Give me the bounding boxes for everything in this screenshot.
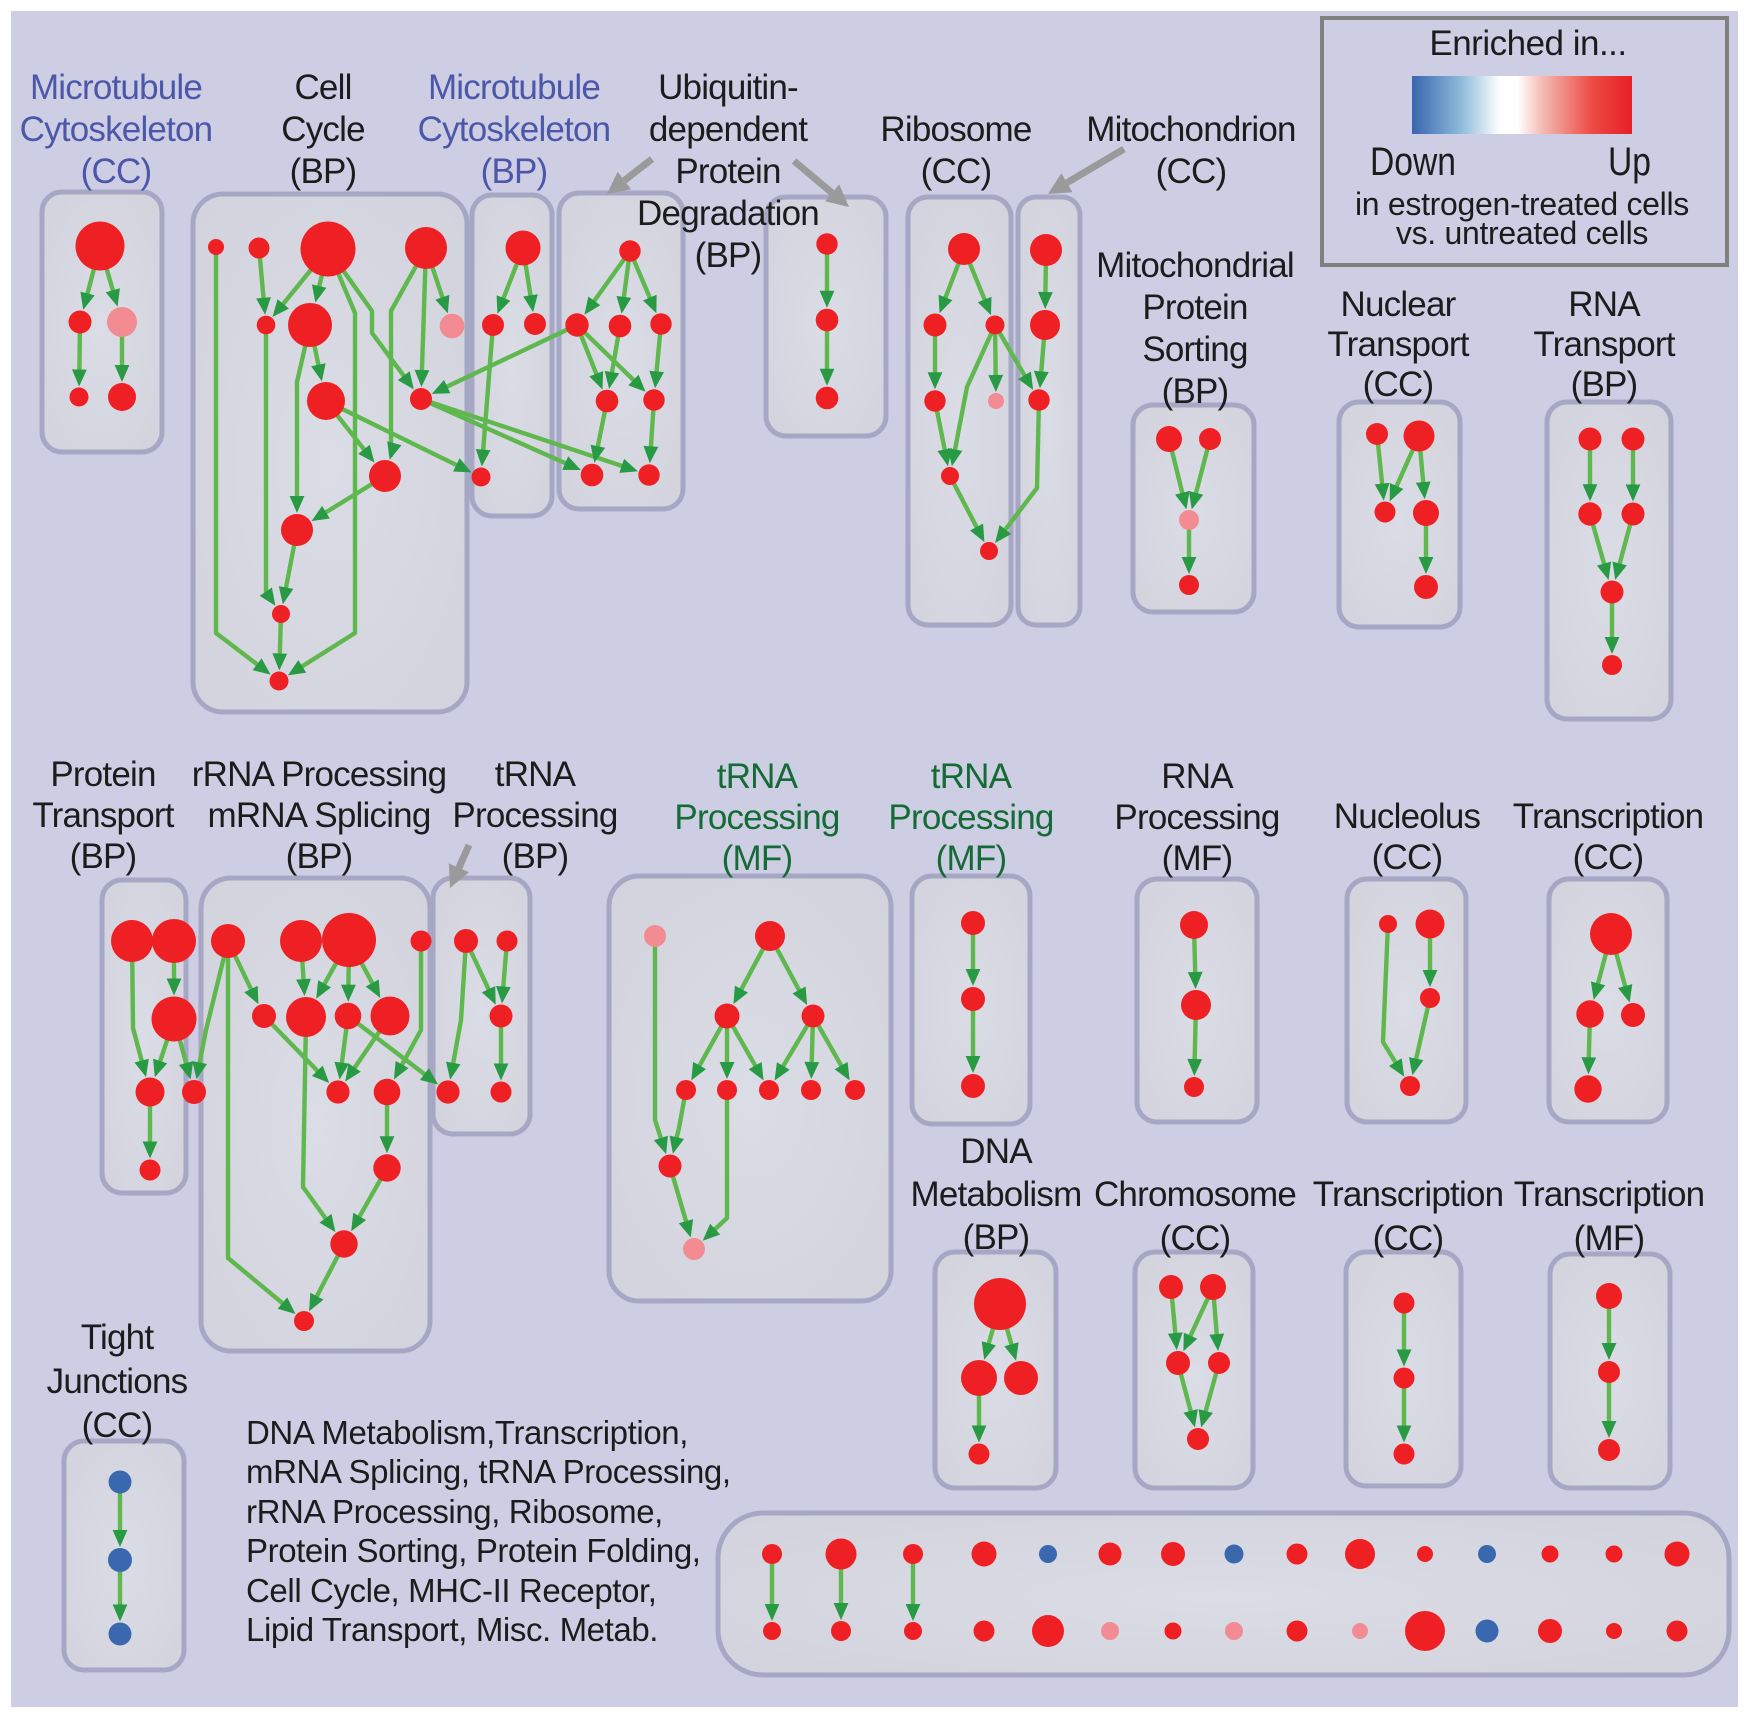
svg-text:(CC): (CC) (1373, 1219, 1444, 1258)
svg-text:Enriched in...: Enriched in... (1429, 24, 1626, 63)
svg-text:(BP): (BP) (963, 1218, 1030, 1257)
svg-text:Processing: Processing (452, 796, 617, 835)
svg-text:Degradation: Degradation (637, 194, 819, 233)
svg-text:Ubiquitin-: Ubiquitin- (658, 68, 798, 107)
svg-text:tRNA: tRNA (717, 757, 799, 796)
svg-text:(MF): (MF) (1162, 839, 1233, 878)
svg-text:DNA Metabolism,Transcription,: DNA Metabolism,Transcription, (246, 1414, 688, 1451)
svg-text:(MF): (MF) (936, 839, 1007, 878)
svg-text:Lipid Transport, Misc. Metab.: Lipid Transport, Misc. Metab. (246, 1611, 658, 1648)
svg-text:Transcription: Transcription (1514, 1175, 1705, 1214)
svg-text:(CC): (CC) (1156, 152, 1227, 191)
svg-text:Nucleolus: Nucleolus (1334, 797, 1481, 836)
svg-text:rRNA Processing: rRNA Processing (192, 755, 446, 794)
svg-text:Processing: Processing (888, 798, 1053, 837)
svg-text:(BP): (BP) (290, 152, 357, 191)
svg-text:Protein: Protein (1142, 288, 1247, 327)
svg-text:(BP): (BP) (695, 236, 762, 275)
svg-text:(CC): (CC) (81, 152, 152, 191)
svg-text:(CC): (CC) (82, 1406, 153, 1445)
svg-text:DNA: DNA (960, 1132, 1033, 1171)
svg-text:(CC): (CC) (1363, 365, 1434, 404)
svg-text:Processing: Processing (1114, 798, 1279, 837)
svg-text:(CC): (CC) (1372, 838, 1443, 877)
svg-text:vs. untreated cells: vs. untreated cells (1396, 215, 1648, 251)
svg-text:Microtubule: Microtubule (428, 68, 600, 107)
svg-text:Cycle: Cycle (281, 110, 365, 149)
svg-text:(BP): (BP) (502, 837, 569, 876)
svg-text:Nuclear: Nuclear (1340, 285, 1456, 324)
svg-text:Junctions: Junctions (47, 1362, 188, 1401)
svg-text:Metabolism: Metabolism (911, 1175, 1082, 1214)
svg-text:in estrogen-treated cells: in estrogen-treated cells (1355, 186, 1689, 222)
svg-text:Cytoskeleton: Cytoskeleton (418, 110, 611, 149)
svg-text:(BP): (BP) (1571, 365, 1638, 404)
svg-text:Protein: Protein (675, 152, 780, 191)
svg-text:Down: Down (1370, 140, 1456, 184)
svg-text:Transport: Transport (1533, 325, 1675, 364)
svg-text:Up: Up (1608, 140, 1651, 184)
svg-text:(MF): (MF) (1574, 1219, 1645, 1258)
svg-text:tRNA: tRNA (495, 755, 577, 794)
svg-text:Transport: Transport (32, 796, 174, 835)
svg-text:dependent: dependent (649, 110, 808, 149)
svg-text:Ribosome: Ribosome (880, 110, 1031, 149)
svg-text:Sorting: Sorting (1142, 330, 1247, 369)
svg-text:(BP): (BP) (481, 152, 548, 191)
svg-text:Transcription: Transcription (1513, 797, 1704, 836)
svg-text:(BP): (BP) (1162, 372, 1229, 411)
svg-text:Transcription: Transcription (1313, 1175, 1504, 1214)
svg-text:mRNA Splicing, tRNA Processing: mRNA Splicing, tRNA Processing, (246, 1453, 731, 1490)
svg-text:Processing: Processing (674, 798, 839, 837)
svg-text:Cell: Cell (294, 68, 351, 107)
svg-text:(CC): (CC) (1573, 838, 1644, 877)
svg-text:(CC): (CC) (921, 152, 992, 191)
svg-text:tRNA: tRNA (931, 757, 1013, 796)
svg-text:RNA: RNA (1568, 285, 1641, 324)
svg-text:RNA: RNA (1161, 757, 1234, 796)
svg-text:(BP): (BP) (286, 837, 353, 876)
svg-text:Mitochondrial: Mitochondrial (1096, 246, 1294, 285)
svg-text:Mitochondrion: Mitochondrion (1086, 110, 1295, 149)
svg-text:mRNA Splicing: mRNA Splicing (207, 796, 430, 835)
svg-text:Cytoskeleton: Cytoskeleton (20, 110, 213, 149)
svg-text:rRNA Processing, Ribosome,: rRNA Processing, Ribosome, (246, 1493, 663, 1530)
svg-text:(MF): (MF) (722, 839, 793, 878)
svg-text:Microtubule: Microtubule (30, 68, 202, 107)
svg-text:(BP): (BP) (70, 837, 137, 876)
svg-text:Protein: Protein (50, 755, 155, 794)
svg-text:Tight: Tight (81, 1318, 155, 1357)
svg-text:Protein Sorting, Protein Foldi: Protein Sorting, Protein Folding, (246, 1532, 701, 1569)
svg-text:Chromosome: Chromosome (1094, 1175, 1296, 1214)
svg-text:Transport: Transport (1327, 325, 1469, 364)
svg-text:Cell Cycle, MHC-II Receptor,: Cell Cycle, MHC-II Receptor, (246, 1572, 657, 1609)
svg-text:(CC): (CC) (1160, 1219, 1231, 1258)
